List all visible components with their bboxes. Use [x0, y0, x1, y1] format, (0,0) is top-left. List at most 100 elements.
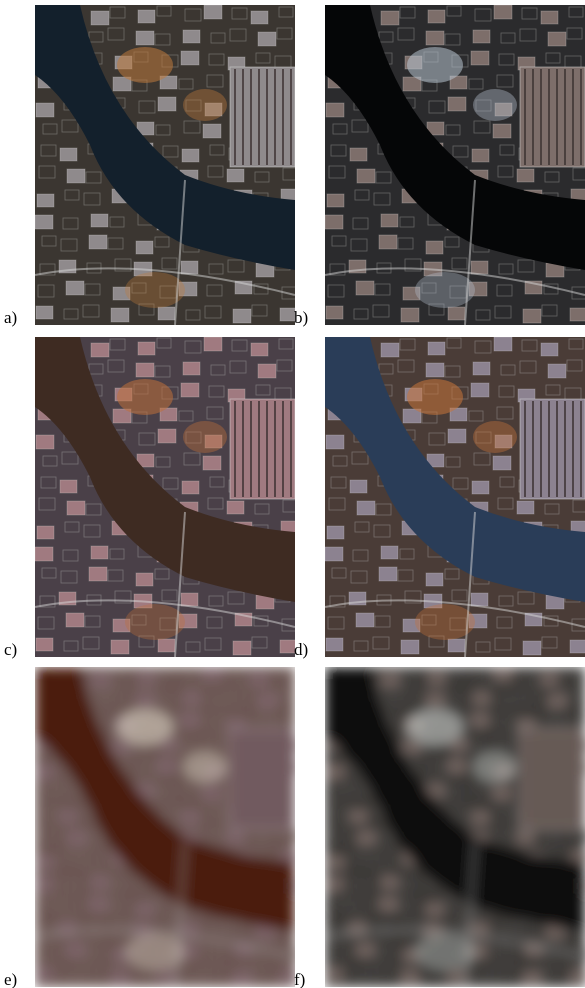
- block: [154, 236, 170, 248]
- block: [372, 636, 390, 650]
- block: [329, 595, 346, 608]
- block: [276, 689, 293, 702]
- block: [204, 102, 223, 117]
- hall: [229, 728, 295, 830]
- block: [206, 284, 223, 297]
- block: [421, 282, 437, 294]
- highlight: [125, 934, 185, 970]
- highlight: [125, 272, 185, 308]
- block: [65, 280, 85, 296]
- block: [138, 432, 156, 446]
- highlight: [473, 421, 517, 453]
- road: [464, 179, 476, 325]
- block: [107, 899, 124, 912]
- block: [498, 385, 515, 398]
- block: [451, 589, 468, 602]
- block: [229, 28, 247, 42]
- block: [161, 257, 178, 270]
- block: [112, 286, 131, 301]
- block: [500, 32, 516, 44]
- block: [545, 714, 561, 726]
- block: [470, 382, 490, 398]
- block: [326, 855, 345, 870]
- block: [154, 33, 171, 46]
- panel-label: b): [294, 308, 308, 327]
- block: [328, 165, 346, 179]
- block: [325, 876, 344, 892]
- block: [109, 878, 125, 890]
- block: [204, 305, 222, 319]
- block: [254, 503, 270, 515]
- block: [257, 31, 277, 47]
- block: [135, 30, 155, 46]
- block: [331, 897, 347, 909]
- block: [547, 693, 567, 709]
- block: [180, 382, 200, 398]
- block: [330, 806, 347, 819]
- block: [446, 337, 462, 349]
- block: [351, 781, 369, 795]
- block: [402, 618, 421, 633]
- block: [232, 970, 252, 986]
- block: [274, 717, 292, 731]
- highlight: [473, 751, 517, 783]
- block: [131, 282, 147, 294]
- block: [88, 896, 108, 912]
- block: [496, 284, 513, 297]
- block: [161, 919, 178, 932]
- road: [174, 511, 186, 657]
- panel-content: [325, 337, 585, 657]
- block: [157, 428, 177, 444]
- block: [35, 637, 54, 652]
- block: [397, 689, 415, 703]
- block: [499, 806, 515, 818]
- block: [35, 876, 54, 892]
- block: [183, 120, 201, 134]
- block: [204, 967, 222, 981]
- river: [35, 337, 295, 602]
- block: [568, 338, 584, 350]
- block: [519, 690, 537, 704]
- block: [208, 385, 225, 398]
- block: [107, 569, 124, 582]
- block: [522, 970, 542, 986]
- block: [356, 830, 376, 846]
- block: [496, 406, 514, 420]
- block: [399, 216, 415, 228]
- block: [449, 75, 468, 90]
- block: [63, 970, 79, 982]
- block: [445, 124, 461, 136]
- block: [521, 7, 538, 20]
- block: [498, 715, 515, 728]
- block: [544, 833, 560, 845]
- block: [517, 921, 535, 935]
- block: [544, 171, 560, 183]
- highlight: [117, 379, 173, 415]
- block: [35, 434, 55, 450]
- block: [40, 806, 57, 819]
- block: [329, 263, 346, 276]
- block: [446, 5, 462, 17]
- block: [208, 595, 224, 607]
- block: [203, 337, 223, 352]
- hall: [229, 398, 295, 500]
- highlight: [415, 604, 475, 640]
- block: [279, 307, 295, 322]
- block: [397, 899, 414, 912]
- block: [282, 829, 295, 843]
- block: [471, 480, 490, 495]
- road: [325, 929, 585, 958]
- block: [183, 782, 201, 796]
- block: [109, 6, 126, 19]
- block: [36, 855, 55, 870]
- block: [375, 503, 392, 516]
- block: [330, 144, 347, 157]
- block: [39, 925, 56, 938]
- block: [185, 641, 201, 653]
- block: [180, 592, 199, 607]
- block: [331, 567, 347, 579]
- block: [39, 595, 56, 608]
- block: [229, 360, 247, 374]
- block: [66, 168, 86, 184]
- block: [274, 55, 292, 69]
